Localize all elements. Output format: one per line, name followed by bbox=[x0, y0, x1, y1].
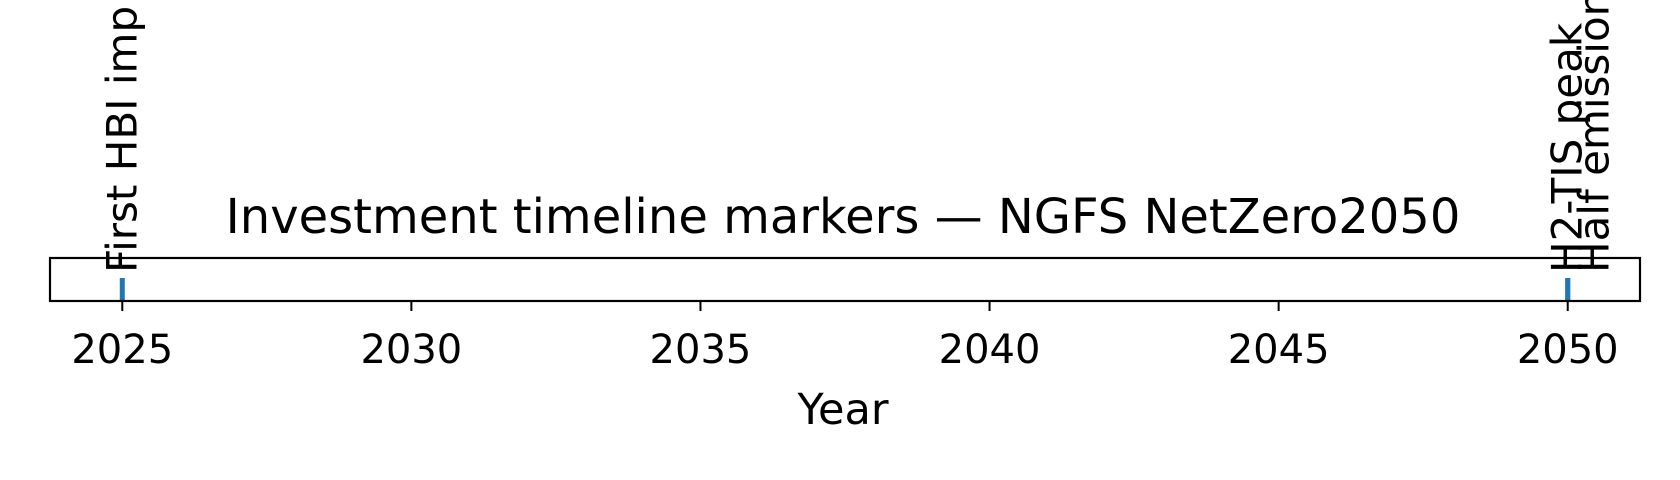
event-marker-label: Half emission bbox=[1570, 0, 1619, 273]
event-marker-label: First HBI imp bbox=[97, 6, 146, 273]
x-tick-label: 2050 bbox=[1517, 327, 1619, 373]
x-tick-label: 2035 bbox=[650, 327, 752, 373]
x-axis-title: Year bbox=[796, 385, 888, 435]
x-tick-label: 2025 bbox=[71, 327, 173, 373]
x-tick-label: 2030 bbox=[360, 327, 462, 373]
event-marker-label: H2-TIS peak bbox=[1543, 22, 1592, 273]
plot-frame bbox=[48, 256, 1642, 303]
x-tick-label: 2045 bbox=[1228, 327, 1330, 373]
chart-title: Investment timeline markers — NGFS NetZe… bbox=[226, 189, 1461, 245]
x-tick-label: 2040 bbox=[939, 327, 1041, 373]
x-axis: 2025 2030 2035 2040 2045 2050 bbox=[71, 301, 1619, 373]
